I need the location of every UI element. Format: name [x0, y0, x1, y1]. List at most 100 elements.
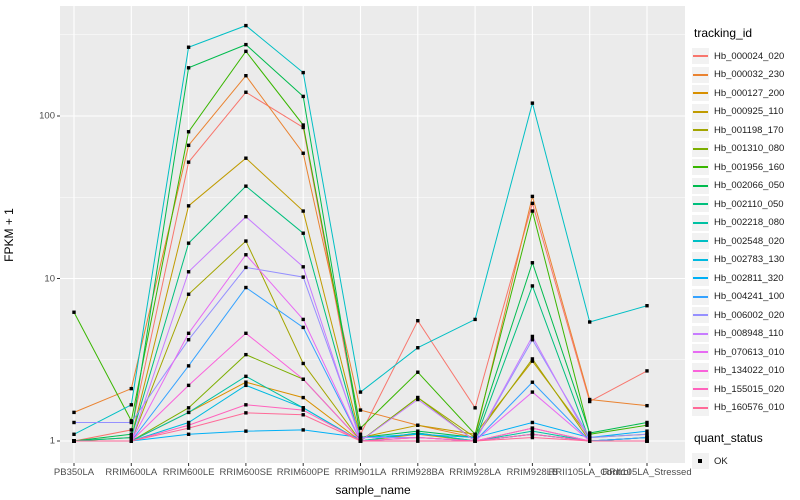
- legend-item-label: Hb_134022_010: [714, 365, 785, 377]
- data-point: [186, 45, 191, 49]
- legend-key-line-icon: [692, 344, 709, 361]
- data-point: [72, 310, 76, 314]
- data-point: [301, 428, 305, 432]
- data-point: [244, 285, 248, 290]
- data-point: [530, 209, 535, 213]
- data-point: [301, 395, 305, 400]
- data-point: [645, 432, 649, 436]
- legend-item-Hb_002110_050: Hb_002110_050: [692, 195, 798, 214]
- x-tick-label: RRIM600PE: [276, 467, 330, 478]
- data-point: [416, 395, 420, 400]
- data-point: [588, 320, 592, 324]
- legend-title-tracking-id: tracking_id: [694, 26, 753, 40]
- data-point: [530, 435, 535, 440]
- legend-item-Hb_002548_020: Hb_002548_020: [692, 232, 798, 251]
- legend: tracking_id Hb_000024_020 Hb_000032_230 Hb…: [692, 26, 798, 471]
- data-point: [72, 439, 76, 443]
- data-point: [72, 432, 76, 436]
- data-point: [358, 390, 363, 394]
- data-point: [301, 377, 305, 381]
- legend-item-ok: OK: [692, 452, 798, 471]
- data-point: [244, 403, 248, 407]
- x-tick-label: PB350LA: [53, 467, 95, 478]
- data-point: [416, 397, 420, 402]
- legend-key-line-icon: [692, 103, 709, 120]
- data-point: [358, 432, 363, 436]
- data-point: [129, 428, 133, 432]
- data-point: [530, 261, 535, 265]
- data-point: [416, 429, 420, 433]
- data-point: [530, 334, 535, 339]
- data-point: [186, 410, 191, 415]
- data-point: [530, 426, 535, 430]
- legend-item-label: Hb_000024_020: [714, 50, 785, 62]
- data-point: [72, 420, 76, 425]
- data-point: [416, 370, 420, 374]
- data-point: [301, 70, 305, 75]
- x-tick-label: RRII105LA_Stressed: [602, 467, 692, 478]
- data-point: [186, 66, 191, 70]
- data-point: [530, 357, 535, 361]
- legend-item-label: Hb_001310_080: [714, 143, 785, 155]
- legend-item-Hb_000032_230: Hb_000032_230: [692, 66, 798, 85]
- legend-key-line-icon: [692, 233, 709, 250]
- data-point: [186, 331, 191, 336]
- data-point: [530, 194, 535, 199]
- data-point: [530, 432, 535, 436]
- legend-key-line-icon: [692, 159, 709, 176]
- legend-key-line-icon: [692, 85, 709, 102]
- data-point: [530, 101, 535, 105]
- data-point: [186, 160, 191, 164]
- data-point: [186, 423, 191, 427]
- legend-item-Hb_000925_110: Hb_000925_110: [692, 103, 798, 122]
- x-axis-title: sample_name: [335, 483, 411, 497]
- data-point: [301, 265, 305, 269]
- legend-item-label: Hb_006002_020: [714, 309, 785, 321]
- data-point: [186, 130, 191, 134]
- data-point: [416, 432, 420, 436]
- data-point: [244, 265, 248, 270]
- data-point: [244, 184, 248, 188]
- data-point: [244, 42, 248, 47]
- legend-key-line-icon: [692, 48, 709, 65]
- data-point: [301, 408, 305, 412]
- x-tick-label: RRIM600LA: [105, 467, 158, 478]
- legend-item-Hb_001310_080: Hb_001310_080: [692, 140, 798, 159]
- data-point: [186, 364, 191, 368]
- legend-key-line-icon: [692, 177, 709, 194]
- data-point: [301, 275, 305, 279]
- data-point: [186, 420, 191, 425]
- legend-item-label: Hb_070613_010: [714, 346, 785, 358]
- legend-item-label: Hb_002110_050: [714, 198, 784, 210]
- legend-key-line-icon: [692, 140, 709, 157]
- legend-item-Hb_155015_020: Hb_155015_020: [692, 380, 798, 399]
- legend-item-Hb_001198_170: Hb_001198_170: [692, 121, 798, 140]
- legend-item-label: Hb_000127_200: [714, 87, 785, 99]
- y-axis-title: FPKM + 1: [2, 208, 16, 262]
- data-point: [301, 406, 305, 410]
- legend-item-Hb_006002_020: Hb_006002_020: [692, 306, 798, 325]
- legend-item-label: Hb_002218_080: [714, 217, 785, 229]
- legend-key-line-icon: [692, 196, 709, 213]
- data-point: [301, 151, 305, 155]
- legend-item-Hb_134022_010: Hb_134022_010: [692, 362, 798, 381]
- legend-key-line-icon: [692, 251, 709, 268]
- legend-item-Hb_008948_110: Hb_008948_110: [692, 325, 798, 344]
- data-point: [129, 386, 133, 391]
- legend-title-quant-status: quant_status: [694, 431, 763, 445]
- data-point: [129, 435, 133, 440]
- data-point: [416, 346, 420, 350]
- data-point: [186, 204, 191, 208]
- plot-panel: [60, 6, 685, 463]
- data-point: [416, 318, 420, 323]
- data-point: [301, 125, 305, 130]
- data-point: [129, 432, 133, 436]
- legend-key-line-icon: [692, 381, 709, 398]
- legend-key-line-icon: [692, 362, 709, 379]
- legend-key-line-icon: [692, 122, 709, 139]
- data-point: [301, 413, 305, 417]
- data-point: [244, 74, 248, 78]
- legend-item-label: Hb_002811_320: [714, 272, 784, 284]
- legend-key-line-icon: [692, 66, 709, 83]
